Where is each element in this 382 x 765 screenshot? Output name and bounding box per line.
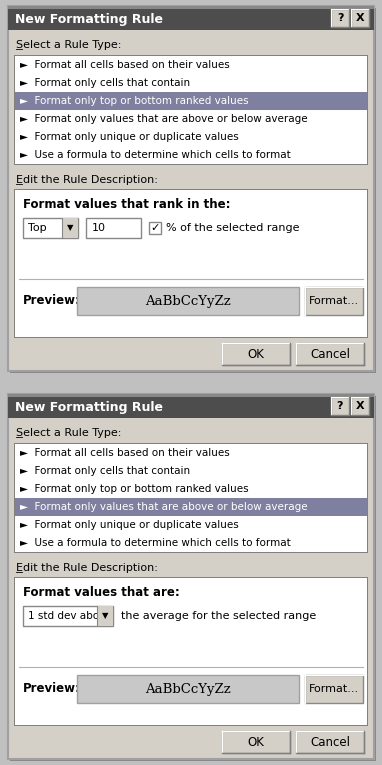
Bar (14, 189, 368, 338)
Bar (296, 731, 364, 753)
Text: AaBbCcYyZz: AaBbCcYyZz (145, 295, 231, 308)
Text: ►  Format only values that are above or below average: ► Format only values that are above or b… (20, 502, 308, 512)
Bar (8, 394, 374, 397)
Text: Cancel: Cancel (310, 735, 350, 748)
Text: ►  Format all cells based on their values: ► Format all cells based on their values (20, 60, 230, 70)
Text: X: X (356, 13, 364, 23)
Text: OK: OK (248, 347, 264, 360)
Bar (23, 606, 113, 626)
Text: New Formatting Rule: New Formatting Rule (15, 12, 163, 25)
Bar (86, 218, 141, 238)
Text: ►  Format only values that are above or below average: ► Format only values that are above or b… (20, 114, 308, 124)
Text: Edit the Rule Description:: Edit the Rule Description: (16, 175, 158, 185)
Text: ►  Format only top or bottom ranked values: ► Format only top or bottom ranked value… (20, 96, 249, 106)
Text: Format values that are:: Format values that are: (23, 585, 180, 598)
Bar (14, 443, 368, 553)
Text: ?: ? (337, 401, 343, 411)
Bar (62, 218, 78, 238)
Text: ▼: ▼ (102, 611, 108, 620)
Text: ►  Format only unique or duplicate values: ► Format only unique or duplicate values (20, 520, 239, 530)
Text: Select a Rule Type:: Select a Rule Type: (16, 40, 121, 50)
Bar (15, 190, 367, 337)
Text: X: X (356, 401, 364, 411)
Text: Preview:: Preview: (23, 682, 81, 695)
Text: ►  Format only top or bottom ranked values: ► Format only top or bottom ranked value… (20, 484, 249, 494)
Bar (8, 6, 374, 9)
Bar (15, 92, 367, 110)
Bar (23, 218, 78, 238)
Bar (222, 343, 290, 365)
Bar (351, 9, 369, 27)
Bar (14, 55, 368, 165)
Text: ✓: ✓ (150, 223, 160, 233)
Bar (97, 606, 113, 626)
Text: ▼: ▼ (67, 223, 73, 233)
Bar (296, 343, 364, 365)
Bar (15, 444, 367, 552)
Text: Format values that rank in the:: Format values that rank in the: (23, 197, 230, 210)
Bar (331, 397, 349, 415)
Text: ►  Format only cells that contain: ► Format only cells that contain (20, 466, 190, 476)
Bar (222, 731, 290, 753)
Text: 1 std dev above: 1 std dev above (28, 611, 112, 621)
Text: Format...: Format... (309, 296, 359, 306)
Bar (305, 675, 363, 703)
Text: 10: 10 (92, 223, 106, 233)
Text: ?: ? (337, 13, 343, 23)
Bar (77, 675, 299, 703)
Text: Cancel: Cancel (310, 347, 350, 360)
Text: Format...: Format... (309, 684, 359, 694)
Text: ►  Format only cells that contain: ► Format only cells that contain (20, 78, 190, 88)
Text: ►  Format all cells based on their values: ► Format all cells based on their values (20, 448, 230, 458)
Text: New Formatting Rule: New Formatting Rule (15, 401, 163, 414)
Text: OK: OK (248, 735, 264, 748)
Text: ►  Use a formula to determine which cells to format: ► Use a formula to determine which cells… (20, 150, 291, 160)
Bar (15, 56, 367, 164)
Bar (15, 498, 367, 516)
Text: % of the selected range: % of the selected range (166, 223, 299, 233)
Bar (149, 222, 161, 234)
Bar (8, 394, 374, 418)
Bar (351, 397, 369, 415)
Text: AaBbCcYyZz: AaBbCcYyZz (145, 682, 231, 695)
Bar (305, 287, 363, 315)
Bar (15, 578, 367, 725)
Bar (14, 577, 368, 726)
Bar (8, 6, 374, 30)
Text: ►  Use a formula to determine which cells to format: ► Use a formula to determine which cells… (20, 538, 291, 548)
Text: Preview:: Preview: (23, 295, 81, 308)
Text: the average for the selected range: the average for the selected range (121, 611, 316, 621)
Text: Select a Rule Type:: Select a Rule Type: (16, 428, 121, 438)
Text: Edit the Rule Description:: Edit the Rule Description: (16, 563, 158, 573)
Bar (77, 287, 299, 315)
Text: ►  Format only unique or duplicate values: ► Format only unique or duplicate values (20, 132, 239, 142)
Text: Top: Top (28, 223, 47, 233)
Bar (331, 9, 349, 27)
